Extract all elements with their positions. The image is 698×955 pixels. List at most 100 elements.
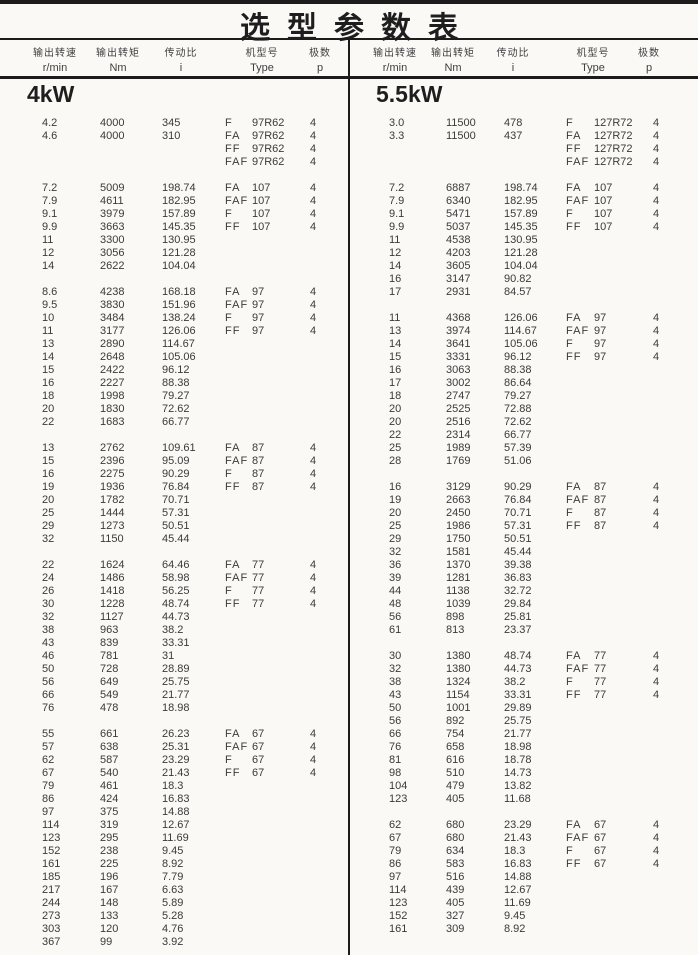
cell-poles: 4	[653, 208, 660, 220]
cell-ratio: 39.38	[504, 559, 532, 571]
cell-torque: 1986	[446, 520, 471, 532]
cell-ratio: 145.35	[162, 221, 196, 233]
table-row: 66 754 21.77	[349, 728, 698, 741]
cell-ratio: 64.46	[162, 559, 190, 571]
cell-ratio: 28.89	[162, 663, 190, 675]
cell-type-size: 87	[252, 455, 265, 467]
cell-torque: 892	[446, 715, 465, 727]
table-row: 25 1444 57.31	[0, 507, 349, 520]
cell-type-prefix: FF	[566, 689, 582, 701]
cell-poles: 4	[653, 351, 660, 363]
table-row: 20 2525 72.88	[349, 403, 698, 416]
cell-speed: 104	[389, 780, 408, 792]
cell-ratio: 16.83	[162, 793, 190, 805]
table-row: FAF 127R72 4	[349, 156, 698, 169]
cell-torque: 898	[446, 611, 465, 623]
table-row: 44 1138 32.72	[349, 585, 698, 598]
cell-poles: 4	[653, 338, 660, 350]
section-5-5kw: 5.5kW 3.0 11500 478 F 127R72 4 3.3 11500 437 FA 127…	[349, 79, 698, 949]
section-4kw: 4kW 4.2 4000 345 F 97R62 4 4.6 4000 310 FA 97R62 4 FF…	[0, 79, 349, 955]
cell-ratio: 130.95	[162, 234, 196, 246]
cell-torque: 4538	[446, 234, 471, 246]
cell-ratio: 126.06	[504, 312, 538, 324]
table-row: 9.1 3979 157.89 F 107 4	[0, 208, 349, 221]
section-label: 5.5kW	[376, 81, 443, 107]
cell-torque: 2516	[446, 416, 471, 428]
cell-torque: 4000	[100, 130, 125, 142]
cell-poles: 4	[310, 117, 317, 129]
cell-type-size: 97	[252, 325, 265, 337]
cell-ratio: 11.68	[504, 793, 531, 805]
cell-type-prefix: FF	[225, 325, 241, 337]
cell-ratio: 90.82	[504, 273, 532, 285]
cell-torque: 3147	[446, 273, 471, 285]
cell-type-prefix: F	[225, 117, 233, 129]
table-row: 57 638 25.31 FAF 67 4	[0, 741, 349, 754]
cell-poles: 4	[310, 481, 317, 493]
cell-speed: 19	[42, 481, 55, 493]
cell-speed: 76	[42, 702, 55, 714]
cell-torque: 478	[100, 702, 119, 714]
header-speed-unit: r/min	[42, 62, 68, 74]
cell-ratio: 18.78	[504, 754, 532, 766]
cell-torque: 839	[100, 637, 119, 649]
cell-speed: 39	[389, 572, 402, 584]
cell-ratio: 84.57	[504, 286, 532, 298]
cell-speed: 13	[42, 442, 55, 454]
header-torque-zh: 输出转矩	[431, 48, 475, 59]
cell-torque: 3002	[446, 377, 471, 389]
cell-speed: 17	[389, 377, 402, 389]
cell-type-prefix: F	[566, 117, 574, 129]
cell-torque: 6340	[446, 195, 471, 207]
cell-ratio: 50.51	[504, 533, 532, 545]
cell-type-prefix: FA	[566, 650, 582, 662]
cell-torque: 3331	[446, 351, 471, 363]
table-row: 4.6 4000 310 FA 97R62 4	[0, 130, 349, 143]
cell-type-size: 67	[252, 728, 265, 740]
cell-ratio: 79.27	[162, 390, 190, 402]
cell-type-size: 77	[252, 559, 265, 571]
cell-torque: 461	[100, 780, 119, 792]
cell-speed: 367	[42, 936, 61, 948]
cell-speed: 17	[389, 286, 402, 298]
table-row: 67 680 21.43 FAF 67 4	[349, 832, 698, 845]
table-row: FF 127R72 4	[349, 143, 698, 156]
table-row: 367 99 3.92	[0, 936, 349, 949]
cell-type-prefix: FAF	[566, 663, 590, 675]
cell-torque: 2525	[446, 403, 471, 415]
cell-ratio: 109.61	[162, 442, 196, 454]
cell-ratio: 50.51	[162, 520, 190, 532]
table-row: 81 616 18.78	[349, 754, 698, 767]
cell-ratio: 114.67	[504, 325, 537, 337]
cell-type-size: 127R72	[594, 143, 633, 155]
cell-ratio: 48.74	[504, 650, 532, 662]
cell-poles: 4	[653, 325, 660, 337]
ratio-group: 11 4368 126.06 FA 97 4 13 3974 114.67 FAF 97 4 14 364…	[349, 312, 698, 468]
table-row: 38 1324 38.2 F 77 4	[349, 676, 698, 689]
cell-ratio: 57.31	[162, 507, 190, 519]
cell-torque: 2422	[100, 364, 125, 376]
table-row: 9.1 5471 157.89 F 107 4	[349, 208, 698, 221]
cell-torque: 2762	[100, 442, 125, 454]
cell-poles: 4	[653, 117, 660, 129]
cell-torque: 5009	[100, 182, 125, 194]
cell-torque: 813	[446, 624, 465, 636]
cell-speed: 25	[389, 520, 402, 532]
table-row: 97 375 14.88	[0, 806, 349, 819]
cell-type-prefix: F	[225, 754, 233, 766]
cell-type-prefix: FAF	[225, 741, 249, 753]
cell-ratio: 29.89	[504, 702, 532, 714]
header-type-unit: Type	[250, 62, 274, 74]
table-row: 12 4203 121.28	[349, 247, 698, 260]
cell-torque: 2648	[100, 351, 125, 363]
cell-type-prefix: FAF	[566, 195, 590, 207]
table-row: 18 1998 79.27	[0, 390, 349, 403]
cell-speed: 114	[42, 819, 60, 831]
cell-speed: 14	[42, 260, 55, 272]
header-type-zh: 机型号	[576, 48, 610, 59]
table-row: FAF 97R62 4	[0, 156, 349, 169]
cell-type-prefix: FF	[225, 481, 241, 493]
cell-type-prefix: F	[225, 208, 233, 220]
cell-torque: 1683	[100, 416, 125, 428]
ratio-group: 7.2 6887 198.74 FA 107 4 7.9 6340 182.95 FAF 107 4 9…	[349, 182, 698, 299]
